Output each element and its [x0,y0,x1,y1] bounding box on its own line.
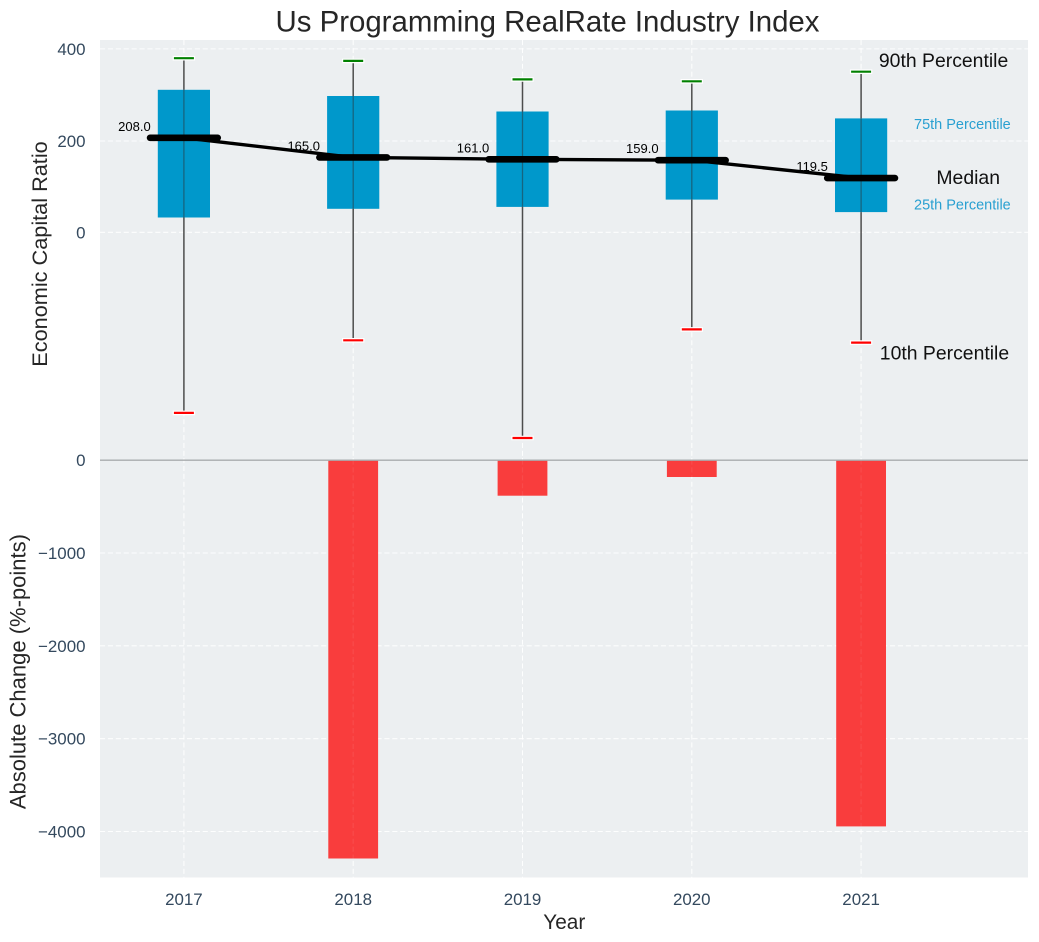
svg-text:200: 200 [57,132,85,151]
svg-text:2017: 2017 [165,890,203,909]
svg-text:Median: Median [936,167,1000,189]
svg-text:159.0: 159.0 [626,141,659,156]
svg-text:90th Percentile: 90th Percentile [879,50,1008,72]
svg-text:−1000: −1000 [38,544,85,563]
svg-text:2021: 2021 [842,890,880,909]
svg-text:Absolute Change (%-points): Absolute Change (%-points) [5,534,30,809]
svg-text:208.0: 208.0 [118,119,151,134]
svg-text:Economic Capital Ratio: Economic Capital Ratio [27,141,52,366]
svg-text:0: 0 [76,451,85,470]
svg-text:10th Percentile: 10th Percentile [880,342,1009,364]
svg-text:−4000: −4000 [38,823,85,842]
svg-text:119.5: 119.5 [796,159,828,174]
svg-text:2019: 2019 [504,890,542,909]
svg-text:161.0: 161.0 [457,140,490,155]
svg-text:0: 0 [76,223,85,242]
svg-text:Year: Year [543,911,585,934]
svg-text:75th Percentile: 75th Percentile [914,117,1011,133]
svg-text:−2000: −2000 [38,637,85,656]
svg-text:Us Programming RealRate Indust: Us Programming RealRate Industry Index [276,5,820,38]
svg-text:25th Percentile: 25th Percentile [914,198,1011,214]
svg-text:400: 400 [57,40,85,59]
svg-text:−3000: −3000 [38,730,85,749]
svg-text:2018: 2018 [334,890,372,909]
svg-text:165.0: 165.0 [287,138,320,153]
svg-text:2020: 2020 [673,890,711,909]
